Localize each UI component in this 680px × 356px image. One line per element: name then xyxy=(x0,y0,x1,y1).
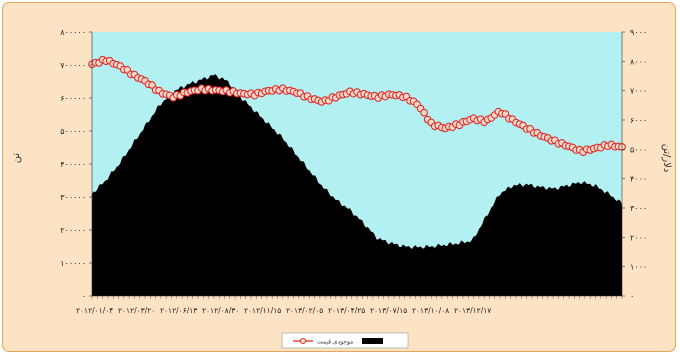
left-tick-label: ۱۰۰۰۰۰ xyxy=(60,259,86,268)
x-tick-label: ۲۰۱۳/۰۲/۰۵ xyxy=(286,306,323,315)
price-marker xyxy=(420,108,428,117)
x-tick-label: ۲۰۱۳/۱۰/۰۸ xyxy=(412,306,449,315)
legend-inventory-swatch xyxy=(362,338,383,344)
left-tick-label: ۲۰۰۰۰۰ xyxy=(60,226,86,235)
right-tick-label: ۸۰۰۰ xyxy=(630,57,647,66)
x-tick-label: ۲۰۱۲/۰۱/۰۴ xyxy=(76,306,113,315)
right-tick-label: ۰ xyxy=(630,292,634,301)
left-axis: ۰ ۱۰۰۰۰۰ ۲۰۰۰۰۰ ۳۰۰۰۰۰ ۴۰۰۰۰۰ ۵۰۰۰۰۰ ۶۰۰۰۰۰ ۷۰۰… xyxy=(60,28,93,301)
left-tick-label: ۰ xyxy=(82,292,86,301)
price-line-layer xyxy=(88,55,626,156)
left-tick-label: ۵۰۰۰۰۰ xyxy=(60,127,86,136)
right-tick-label: ۵۰۰۰ xyxy=(630,145,647,154)
x-tick-label: ۲۰۱۲/۱۱/۱۵ xyxy=(244,306,281,315)
x-tick-label: ۲۰۱۳/۱۲/۱۷ xyxy=(454,306,491,315)
right-tick-label: ۲۰۰۰ xyxy=(630,233,647,242)
legend-box xyxy=(281,332,409,349)
x-axis: ۲۰۱۲/۰۱/۰۴ ۲۰۱۲/۰۳/۲۰ ۲۰۱۲/۰۶/۱۳ ۲۰۱۲/۰۸/۳۰… xyxy=(76,295,623,315)
legend: موجودی قیمت xyxy=(281,332,409,349)
left-axis-title: تن xyxy=(11,153,22,164)
left-tick-label: ۶۰۰۰۰۰ xyxy=(60,94,86,103)
inventory-area-layer xyxy=(92,74,622,296)
left-tick-label: ۴۰۰۰۰۰ xyxy=(60,160,86,169)
right-tick-label: ۶۰۰۰ xyxy=(630,116,647,125)
inventory-area xyxy=(92,74,622,296)
left-tick-label: ۳۰۰۰۰۰ xyxy=(60,193,86,202)
right-tick-label: ۴۰۰۰ xyxy=(630,175,647,184)
left-tick-label: ۸۰۰۰۰۰ xyxy=(60,28,86,37)
x-tick-label: ۲۰۱۲/۰۳/۲۰ xyxy=(118,306,155,315)
x-tick-label: ۲۰۱۳/۰۴/۲۵ xyxy=(328,306,365,315)
right-tick-label: ۱۰۰۰ xyxy=(630,263,647,272)
legend-price-label: قیمت xyxy=(317,339,331,346)
right-tick-label: ۳۰۰۰ xyxy=(630,204,647,213)
right-tick-label: ۹۰۰۰ xyxy=(630,28,647,37)
right-tick-label: ۷۰۰۰ xyxy=(630,87,647,96)
right-axis-title: دلار/تن xyxy=(661,144,672,173)
legend-price-swatch-marker xyxy=(299,337,307,345)
left-tick-label: ۷۰۰۰۰۰ xyxy=(60,61,86,70)
x-tick-label: ۲۰۱۲/۰۶/۱۳ xyxy=(160,306,197,315)
x-tick-label: ۲۰۱۲/۰۸/۳۰ xyxy=(202,306,239,315)
right-axis: ۰ ۱۰۰۰ ۲۰۰۰ ۳۰۰۰ ۴۰۰۰ ۵۰۰۰ ۶۰۰۰ ۷۰۰۰ ۸۰۰۰ ۹۰۰۰ xyxy=(621,28,647,301)
x-tick-label: ۲۰۱۳/۰۷/۱۵ xyxy=(370,306,407,315)
legend-inventory-label: موجودی xyxy=(333,339,354,346)
